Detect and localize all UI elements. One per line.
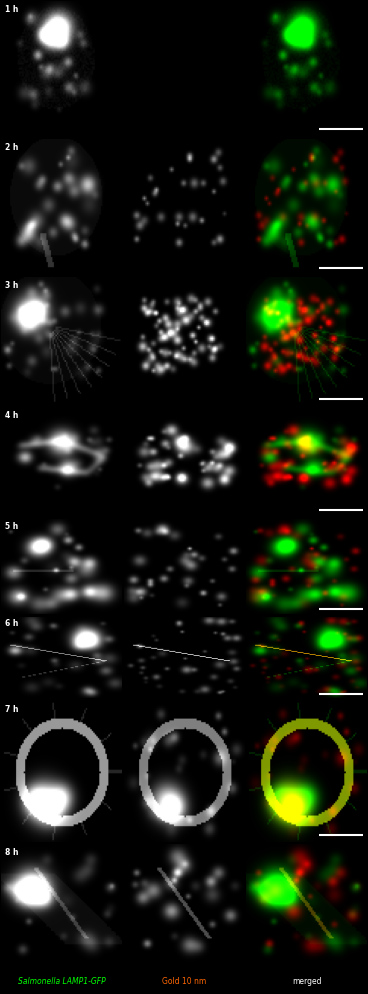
Text: merged: merged (292, 977, 321, 986)
Text: 7 h: 7 h (5, 706, 18, 715)
Text: Gold 10 nm: Gold 10 nm (162, 977, 206, 986)
Text: 1 h: 1 h (5, 5, 18, 14)
Text: 6 h: 6 h (5, 619, 18, 628)
Text: Salmonella LAMP1-GFP: Salmonella LAMP1-GFP (18, 977, 105, 986)
Text: 3 h: 3 h (5, 281, 18, 290)
Text: 4 h: 4 h (5, 412, 18, 420)
Text: 2 h: 2 h (5, 143, 18, 152)
Text: 5 h: 5 h (5, 522, 18, 531)
Text: 8 h: 8 h (5, 848, 18, 857)
